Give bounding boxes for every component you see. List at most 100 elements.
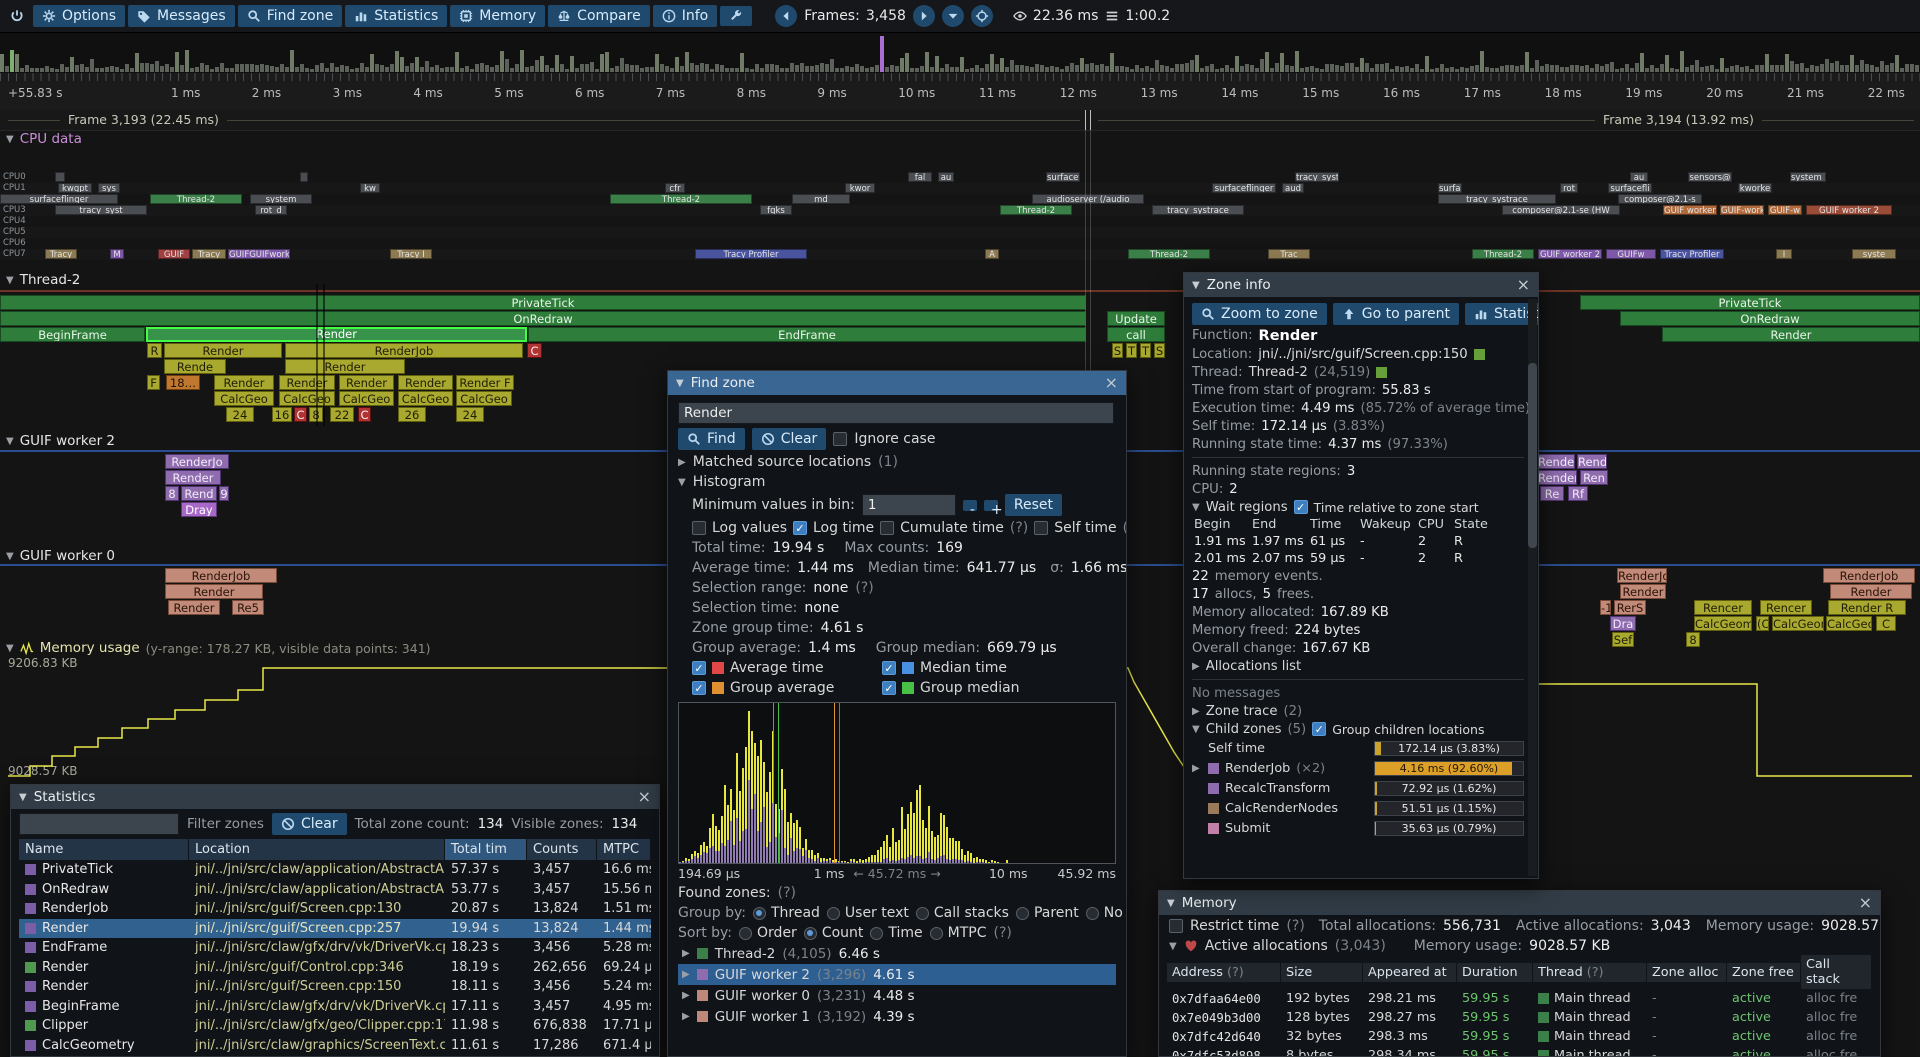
frame-bar[interactable] — [1365, 63, 1369, 72]
frame-bar[interactable] — [620, 58, 624, 72]
frame-bar[interactable] — [20, 67, 24, 72]
column-header[interactable]: End — [1252, 517, 1277, 532]
frame-bar[interactable] — [1530, 67, 1534, 72]
frame-bar[interactable] — [1435, 68, 1439, 72]
cpu-zone[interactable]: Trac — [1268, 249, 1310, 259]
section-header-guif-worker-2[interactable]: ▼ GUIF worker 2 — [6, 433, 116, 449]
frame-bar[interactable] — [1780, 65, 1784, 72]
frame-bar[interactable] — [1025, 66, 1029, 72]
frame-bar[interactable] — [1790, 60, 1794, 72]
column-header[interactable]: Call stack — [1801, 955, 1871, 989]
min-bin-input[interactable] — [861, 494, 956, 516]
frame-bar[interactable] — [535, 59, 539, 72]
frame-bar[interactable] — [1355, 67, 1359, 72]
frame-bar[interactable] — [115, 66, 119, 72]
cpu-zone[interactable]: GUIF — [158, 249, 190, 259]
frame-bar[interactable] — [1460, 66, 1464, 72]
restrict-time-checkbox[interactable] — [1169, 919, 1183, 933]
timeline-zone[interactable]: 24 — [456, 407, 484, 422]
frame-bar[interactable] — [1730, 66, 1734, 72]
cpu-zone[interactable]: syste — [1852, 249, 1896, 259]
frame-bar[interactable] — [315, 65, 319, 72]
cpu-zone[interactable]: sys — [98, 183, 120, 193]
frame-bar[interactable] — [975, 64, 979, 72]
timeline-zone[interactable]: Rende — [164, 359, 226, 374]
cpu-zone[interactable]: tracy_systrace — [1295, 172, 1339, 182]
frame-bar[interactable] — [290, 50, 294, 72]
frame-bar[interactable] — [1710, 64, 1714, 72]
frame-bar[interactable] — [565, 68, 569, 72]
timeline-zone[interactable]: CalcGeo — [1826, 616, 1872, 631]
timeline-zone[interactable]: Render — [214, 375, 274, 390]
child-zone-row[interactable]: RecalcTransform 72.92 µs (1.62%) — [1192, 778, 1524, 798]
frame-bar[interactable] — [1230, 68, 1234, 72]
frame-bar[interactable] — [0, 53, 4, 72]
frame-bar[interactable] — [1175, 64, 1179, 72]
table-row[interactable]: Render jni/../jni/src/guif/Screen.cpp:257… — [19, 918, 651, 938]
timeline-zone[interactable]: Render — [1830, 584, 1912, 599]
frame-bar[interactable] — [1500, 66, 1504, 72]
timeline-zone[interactable]: F — [147, 375, 160, 390]
frame-bar[interactable] — [370, 54, 374, 72]
frame-bar[interactable] — [660, 63, 664, 72]
statistics-button[interactable]: Statistics — [1464, 302, 1538, 325]
cpu-zone[interactable]: fgks — [760, 205, 792, 215]
frame-bar[interactable] — [1845, 65, 1849, 72]
timeline-zone[interactable]: CalcGeome — [1694, 616, 1752, 631]
frame-bar[interactable] — [450, 67, 454, 72]
column-header[interactable]: Counts — [527, 839, 596, 860]
frame-bar[interactable] — [445, 67, 449, 72]
frame-bar[interactable] — [695, 64, 699, 72]
find-button[interactable]: Find — [678, 428, 745, 450]
frame-bar[interactable] — [1450, 66, 1454, 72]
frame-bar[interactable] — [1160, 65, 1164, 72]
frame-bar[interactable] — [1465, 68, 1469, 72]
cpu-zone[interactable]: GUIF-work — [1720, 205, 1764, 215]
frame-bar[interactable] — [615, 65, 619, 72]
frame-bar[interactable] — [1860, 59, 1864, 72]
frame-bar[interactable] — [995, 63, 999, 72]
column-header[interactable]: Thread (?) — [1533, 962, 1646, 982]
frame-bar[interactable] — [1060, 68, 1064, 72]
allocation-row[interactable]: 0x7dfc42d640 32 bytes 298.3 ms 59.95 s Main … — [1172, 1029, 1858, 1044]
timeline-zone[interactable]: Rencer — [1694, 600, 1752, 615]
frame-bar[interactable] — [760, 68, 764, 72]
allocations-list-header[interactable]: ▶ Allocations list — [1192, 658, 1302, 674]
allocation-row[interactable]: 0x7dfc53d898 8 bytes 298.34 ms 59.95 s Main … — [1159, 1046, 1880, 1056]
frame-bar[interactable] — [265, 65, 269, 72]
frame-bar[interactable] — [50, 68, 54, 72]
filter-zones-input[interactable] — [19, 813, 179, 835]
frame-bar[interactable] — [240, 63, 244, 72]
frame-bar[interactable] — [190, 67, 194, 72]
cpu-zone[interactable]: tracy_syst — [55, 205, 147, 215]
frame-bar[interactable] — [285, 67, 289, 72]
zoom-to-zone-button[interactable]: Zoom to zone — [1192, 302, 1327, 325]
frame-bar[interactable] — [1205, 65, 1209, 72]
frame-bar[interactable] — [935, 55, 939, 72]
frame-bar[interactable] — [590, 61, 594, 72]
frame-bar[interactable] — [1545, 64, 1549, 72]
frame-bar[interactable] — [1125, 67, 1129, 72]
timeline-zone[interactable]: Rend — [1577, 454, 1607, 469]
ignore-case-checkbox[interactable] — [833, 432, 848, 446]
frame-bar[interactable] — [1445, 68, 1449, 72]
frame-bar[interactable] — [1750, 68, 1754, 72]
cpu-zone[interactable]: composer@2.1-s — [1618, 194, 1702, 204]
sort-by-option[interactable]: Order — [739, 925, 797, 941]
frame-bar[interactable] — [1700, 66, 1704, 72]
legend-toggle[interactable]: ✓ Group median — [882, 680, 1072, 696]
frame-bar[interactable] — [1620, 68, 1624, 72]
messages-button[interactable]: Messages — [128, 5, 235, 27]
frame-bar[interactable] — [805, 65, 809, 72]
frame-bar[interactable] — [830, 58, 834, 72]
frame-bar[interactable] — [245, 64, 249, 72]
frame-bar[interactable] — [840, 68, 844, 72]
frame-bar[interactable] — [410, 63, 414, 72]
frame-bar[interactable] — [1755, 65, 1759, 72]
frame-bar[interactable] — [515, 64, 519, 72]
cpu-zone[interactable]: kw — [360, 183, 380, 193]
frame-bar[interactable] — [1850, 55, 1854, 72]
frame-bar[interactable] — [980, 68, 984, 72]
collapse-icon[interactable]: ▼ — [678, 476, 686, 488]
source-location[interactable]: jni/../jni/src/guif/Screen.cpp:150 — [1258, 346, 1468, 362]
